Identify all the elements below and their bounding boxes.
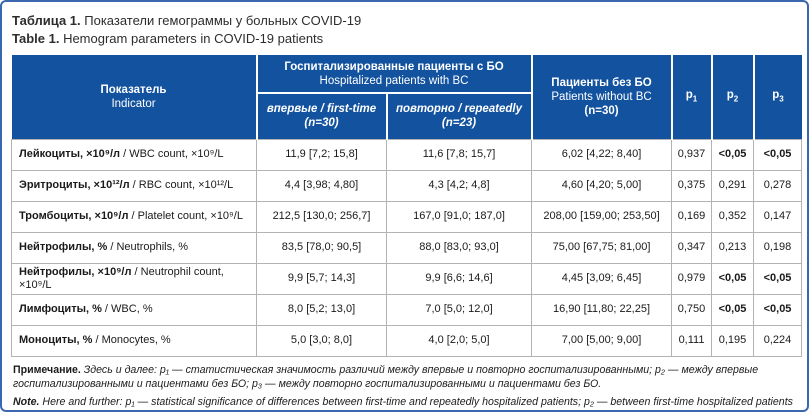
p-value: <0,05 bbox=[753, 293, 803, 326]
header-p1: p1 bbox=[671, 55, 713, 139]
p-value: <0,05 bbox=[711, 138, 755, 171]
value-without: 4,60 [4,20; 5,00] bbox=[531, 169, 673, 202]
value-first: 83,5 [78,0; 90,5] bbox=[256, 231, 387, 264]
p-value: 0,937 bbox=[671, 138, 713, 171]
title-en: Table 1. Hemogram parameters in COVID-19… bbox=[12, 30, 797, 48]
value-repeat: 9,9 [6,6; 14,6] bbox=[385, 262, 533, 295]
title-ru-text: Показатели гемограммы у больных COVID-19 bbox=[80, 13, 362, 28]
value-repeat: 7,0 [5,0; 12,0] bbox=[385, 293, 533, 326]
value-without: 4,45 [3,09; 6,45] bbox=[531, 262, 673, 295]
p-value: 0,347 bbox=[671, 231, 713, 264]
p-value: 0,147 bbox=[753, 200, 803, 233]
table-row: Тромбоциты, ×10⁹/л / Platelet count, ×10… bbox=[11, 200, 803, 233]
indicator-cell: Нейтрофилы, ×10⁹/л / Neutrophil count, ×… bbox=[11, 262, 257, 295]
p-value: <0,05 bbox=[711, 262, 755, 295]
table-body: Лейкоциты, ×10⁹/л / WBC count, ×10⁹/L 11… bbox=[11, 138, 803, 357]
p-value: 0,352 bbox=[711, 200, 755, 233]
p-value: 0,213 bbox=[711, 231, 755, 264]
footnote-en: Note. Here and further: p₁ — statistical… bbox=[13, 395, 796, 411]
header-p3: p3 bbox=[753, 55, 802, 139]
p-value: 0,979 bbox=[671, 262, 713, 295]
p-value: 0,278 bbox=[753, 169, 803, 202]
p-value: <0,05 bbox=[711, 293, 755, 326]
value-without: 7,00 [5,00; 9,00] bbox=[531, 324, 673, 357]
p-value: 0,375 bbox=[671, 169, 713, 202]
header-group-hospitalized: Госпитализированные пациенты с БО Hospit… bbox=[256, 55, 533, 94]
p-value: 0,291 bbox=[711, 169, 755, 202]
indicator-cell: Эритроциты, ×10¹²/л / RBC count, ×10¹²/L bbox=[11, 169, 257, 202]
indicator-cell: Лейкоциты, ×10⁹/л / WBC count, ×10⁹/L bbox=[11, 138, 257, 171]
footnote-en-label: Note. bbox=[13, 395, 40, 408]
value-first: 5,0 [3,0; 8,0] bbox=[256, 324, 387, 357]
footnotes: Примечание. Здесь и далее: p₁ — статисти… bbox=[11, 357, 798, 411]
p-value: <0,05 bbox=[753, 262, 803, 295]
footnote-en-text: Here and further: p₁ — statistical signi… bbox=[42, 395, 793, 408]
title-en-text: Hemogram parameters in COVID-19 patients bbox=[59, 31, 324, 46]
indicator-cell: Лимфоциты, % / WBC, % bbox=[11, 293, 257, 326]
title-en-label: Table 1. bbox=[12, 31, 60, 46]
table-header: Показатель Indicator Госпитализированные… bbox=[11, 55, 802, 139]
value-first: 8,0 [5,2; 13,0] bbox=[256, 293, 387, 326]
hemogram-table: Показатель Indicator Госпитализированные… bbox=[11, 55, 803, 357]
header-first-time: впервые / first-time (n=30) bbox=[256, 93, 388, 139]
value-without: 75,00 [67,75; 81,00] bbox=[531, 231, 673, 264]
indicator-cell: Тромбоциты, ×10⁹/л / Platelet count, ×10… bbox=[11, 200, 257, 233]
p-value: 0,169 bbox=[671, 200, 713, 233]
value-without: 16,90 [11,80; 22,25] bbox=[531, 293, 673, 326]
value-repeat: 4,3 [4,2; 4,8] bbox=[385, 169, 533, 202]
header-repeatedly: повторно / repeatedly (n=23) bbox=[386, 93, 533, 139]
indicator-cell: Моноциты, % / Monocytes, % bbox=[11, 324, 257, 357]
table-row: Лимфоциты, % / WBC, % 8,0 [5,2; 13,0] 7,… bbox=[11, 293, 803, 326]
p-value: 0,224 bbox=[753, 324, 803, 357]
table-row: Лейкоциты, ×10⁹/л / WBC count, ×10⁹/L 11… bbox=[11, 138, 803, 171]
value-first: 4,4 [3,98; 4,80] bbox=[256, 169, 387, 202]
p-value: 0,195 bbox=[711, 324, 755, 357]
table-row: Нейтрофилы, ×10⁹/л / Neutrophil count, ×… bbox=[11, 262, 803, 295]
value-repeat: 4,0 [2,0; 5,0] bbox=[385, 324, 533, 357]
value-first: 212,5 [130,0; 256,7] bbox=[256, 200, 387, 233]
header-without-bc: Пациенты без БО Patients without BC (n=3… bbox=[531, 55, 673, 139]
value-repeat: 11,6 [7,8; 15,7] bbox=[385, 138, 533, 171]
header-indicator: Показатель Indicator bbox=[11, 55, 258, 139]
title-ru: Таблица 1. Показатели гемограммы у больн… bbox=[12, 12, 797, 30]
table-row: Моноциты, % / Monocytes, % 5,0 [3,0; 8,0… bbox=[11, 324, 803, 357]
table-row: Эритроциты, ×10¹²/л / RBC count, ×10¹²/L… bbox=[11, 169, 803, 202]
value-without: 208,00 [159,00; 253,50] bbox=[531, 200, 673, 233]
p-value: 0,750 bbox=[671, 293, 713, 326]
p-value: 0,198 bbox=[753, 231, 803, 264]
value-first: 11,9 [7,2; 15,8] bbox=[256, 138, 387, 171]
value-repeat: 167,0 [91,0; 187,0] bbox=[385, 200, 533, 233]
p-value: <0,05 bbox=[753, 138, 803, 171]
value-first: 9,9 [5,7; 14,3] bbox=[256, 262, 387, 295]
indicator-cell: Нейтрофилы, % / Neutrophils, % bbox=[11, 231, 257, 264]
figure-title: Таблица 1. Показатели гемограммы у больн… bbox=[11, 10, 798, 55]
table-row: Нейтрофилы, % / Neutrophils, % 83,5 [78,… bbox=[11, 231, 803, 264]
footnote-ru: Примечание. Здесь и далее: p₁ — статисти… bbox=[13, 363, 796, 392]
footnote-ru-text: Здесь и далее: p₁ — статистическая значи… bbox=[13, 363, 759, 391]
p-value: 0,111 bbox=[671, 324, 713, 357]
value-without: 6,02 [4,22; 8,40] bbox=[531, 138, 673, 171]
title-ru-label: Таблица 1. bbox=[12, 13, 81, 28]
footnote-ru-label: Примечание. bbox=[13, 363, 81, 376]
header-p2: p2 bbox=[711, 55, 755, 139]
value-repeat: 88,0 [83,0; 93,0] bbox=[385, 231, 533, 264]
